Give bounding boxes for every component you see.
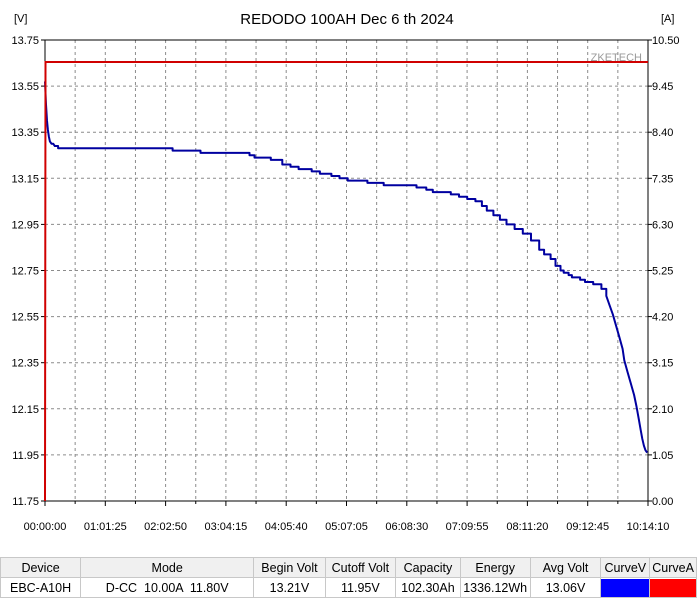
y-left-tick-label: 12.55: [11, 312, 39, 324]
curve-v-swatch: [600, 577, 651, 598]
y-right-tick-label: 5.25: [652, 266, 673, 278]
x-tick-label: 09:12:45: [566, 521, 609, 533]
cell-mode: D-CC 10.00A 11.80V: [80, 577, 255, 598]
x-tick-label: 02:02:50: [144, 521, 187, 533]
x-tick-label: 07:09:55: [446, 521, 489, 533]
cell-device: EBC-A10H: [0, 577, 82, 598]
y-left-tick-label: 12.75: [11, 266, 39, 278]
x-tick-label: 10:14:10: [627, 521, 670, 533]
y-left-tick-label: 12.95: [11, 219, 39, 231]
chart: REDODO 100AH Dec 6 th 2024 [V] [A] 13.75…: [11, 11, 680, 533]
header-cutoff-volt: Cutoff Volt: [324, 557, 397, 578]
header-device: Device: [0, 557, 82, 578]
x-tick-label: 06:08:30: [385, 521, 428, 533]
y-right-tick-label: 0.00: [652, 496, 673, 508]
header-curve-a: CurveA: [649, 557, 697, 578]
x-tick-label: 05:07:05: [325, 521, 368, 533]
cell-begin-volt: 13.21V: [253, 577, 326, 598]
y-left-tick-label: 13.35: [11, 127, 39, 139]
y-right-tick-label: 8.40: [652, 127, 673, 139]
header-mode: Mode: [80, 557, 255, 578]
y-left-tick-label: 12.35: [11, 358, 39, 370]
y-right-tick-label: 6.30: [652, 219, 673, 231]
table-row[interactable]: EBC-A10H D-CC 10.00A 11.80V 13.21V 11.95…: [0, 577, 697, 598]
header-begin-volt: Begin Volt: [253, 557, 326, 578]
cell-cutoff-volt: 11.95V: [324, 577, 397, 598]
x-tick-label: 01:01:25: [84, 521, 127, 533]
x-tick-label: 03:04:15: [204, 521, 247, 533]
y-left-tick-label: 11.75: [12, 496, 39, 508]
header-curve-v: CurveV: [600, 557, 651, 578]
y-right-tick-label: 7.35: [652, 173, 673, 185]
right-axis-unit: [A]: [661, 13, 674, 25]
y-right-tick-label: 9.45: [652, 81, 673, 93]
y-right-tick-label: 4.20: [652, 312, 673, 324]
cell-avg-volt: 13.06V: [529, 577, 602, 598]
current-series-line: [44, 61, 648, 502]
y-right-tick-label: 3.15: [652, 358, 673, 370]
chart-title: REDODO 100AH Dec 6 th 2024: [240, 11, 453, 28]
cell-capacity: 102.30Ah: [395, 577, 461, 598]
y-left-tick-label: 13.15: [11, 173, 39, 185]
voltage-series-line: [44, 81, 649, 454]
y-left-tick-label: 13.55: [11, 81, 39, 93]
header-capacity: Capacity: [395, 557, 461, 578]
header-avg-volt: Avg Volt: [529, 557, 602, 578]
y-right-tick-label: 2.10: [652, 404, 673, 416]
y-right-tick-label: 1.05: [652, 450, 673, 462]
summary-table: Device Mode Begin Volt Cutoff Volt Capac…: [0, 557, 697, 598]
cell-energy: 1336.12Wh: [459, 577, 531, 598]
y-left-tick-label: 11.95: [12, 450, 39, 462]
y-left-tick-label: 12.15: [11, 404, 39, 416]
header-energy: Energy: [459, 557, 531, 578]
y-left-tick-label: 13.75: [11, 35, 39, 47]
curve-a-swatch: [649, 577, 697, 598]
left-axis-unit: [V]: [14, 13, 27, 25]
y-right-tick-label: 10.50: [652, 35, 680, 47]
x-tick-label: 04:05:40: [265, 521, 308, 533]
x-tick-label: 00:00:00: [24, 521, 67, 533]
x-tick-label: 08:11:20: [506, 521, 548, 533]
